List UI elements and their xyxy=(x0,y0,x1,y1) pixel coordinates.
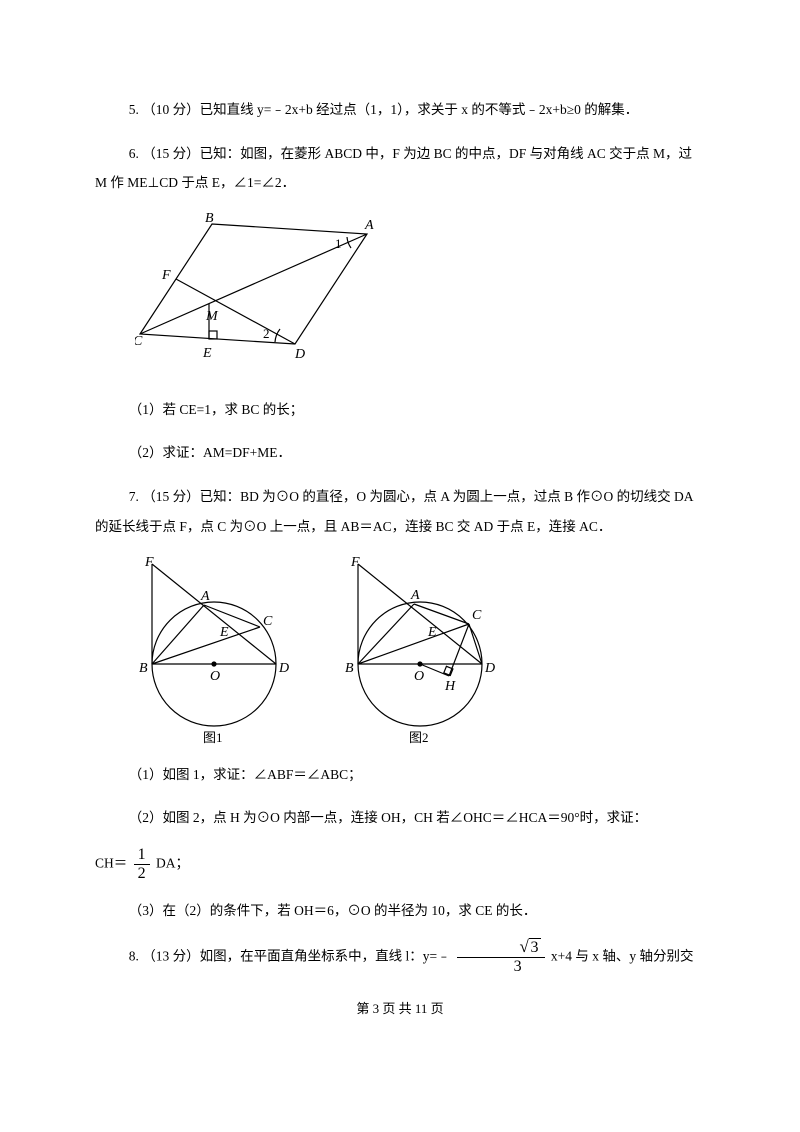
svg-text:B: B xyxy=(205,212,214,226)
fraction-sqrt3-over-3: √3 3 xyxy=(457,940,545,975)
svg-text:A: A xyxy=(200,589,210,604)
svg-text:C: C xyxy=(472,608,482,623)
svg-text:O: O xyxy=(414,669,424,684)
question-6-intro: 6. （15 分）已知：如图，在菱形 ABCD 中，F 为边 BC 的中点，DF… xyxy=(95,139,705,198)
svg-text:A: A xyxy=(364,218,374,233)
svg-text:C: C xyxy=(263,614,273,629)
sqrt-arg: 3 xyxy=(529,938,541,956)
svg-text:图2: 图2 xyxy=(409,730,429,745)
svg-text:C: C xyxy=(135,334,143,349)
question-8: 8. （13 分）如图，在平面直角坐标系中，直线 l：y=﹣ √3 3 x+4 … xyxy=(95,940,705,975)
fraction-denominator: 2 xyxy=(134,865,150,882)
svg-text:B: B xyxy=(139,661,148,676)
svg-text:1: 1 xyxy=(335,236,342,251)
svg-text:E: E xyxy=(219,625,229,640)
fraction-numerator-sqrt: √3 xyxy=(457,940,545,958)
question-5: 5. （10 分）已知直线 y=﹣2x+b 经过点（1，1），求关于 x 的不等… xyxy=(95,95,705,125)
svg-text:E: E xyxy=(427,625,437,640)
page-footer: 第 3 页 共 11 页 xyxy=(95,995,705,1024)
fraction-numerator: 1 xyxy=(134,847,150,865)
svg-text:M: M xyxy=(205,309,219,324)
q8-post: x+4 与 x 轴、y 轴分别交 xyxy=(551,948,694,963)
svg-text:D: D xyxy=(278,661,289,676)
svg-text:F: F xyxy=(161,268,171,283)
svg-text:E: E xyxy=(202,346,212,361)
question-7-part3: （3）在（2）的条件下，若 OH＝6，⊙O 的半径为 10，求 CE 的长． xyxy=(95,896,705,926)
q8-pre: 8. （13 分）如图，在平面直角坐标系中，直线 l：y=﹣ xyxy=(129,948,451,963)
fraction-denominator-3: 3 xyxy=(457,958,545,975)
question-7-figures: F A C B D O E 图1 xyxy=(125,556,705,746)
svg-text:H: H xyxy=(444,679,456,694)
question-6-figure: A B C D E F M 1 2 xyxy=(135,212,705,381)
question-7-part2-line1: （2）如图 2，点 H 为⊙O 内部一点，连接 OH，CH 若∠OHC＝∠HCA… xyxy=(95,803,705,833)
ch-eq-text: CH＝ xyxy=(95,855,127,870)
question-7-intro: 7. （15 分）已知：BD 为⊙O 的直径，O 为圆心，点 A 为圆上一点，过… xyxy=(95,482,705,541)
svg-text:B: B xyxy=(345,661,354,676)
da-text: DA； xyxy=(156,855,189,870)
question-6-part1: （1）若 CE=1，求 BC 的长； xyxy=(95,395,705,425)
svg-text:A: A xyxy=(410,588,420,603)
svg-text:D: D xyxy=(294,347,305,362)
svg-text:F: F xyxy=(350,556,360,570)
question-7-part2-line2: CH＝ 1 2 DA； xyxy=(95,847,705,882)
svg-text:O: O xyxy=(210,669,220,684)
svg-text:F: F xyxy=(144,556,154,570)
svg-text:图1: 图1 xyxy=(203,730,223,745)
question-6-part2: （2）求证：AM=DF+ME． xyxy=(95,438,705,468)
svg-text:D: D xyxy=(484,661,495,676)
fraction-half: 1 2 xyxy=(134,847,150,882)
sqrt-icon: √3 xyxy=(495,940,541,956)
svg-text:2: 2 xyxy=(263,326,270,341)
question-7-part1: （1）如图 1，求证：∠ABF＝∠ABC； xyxy=(95,760,705,790)
